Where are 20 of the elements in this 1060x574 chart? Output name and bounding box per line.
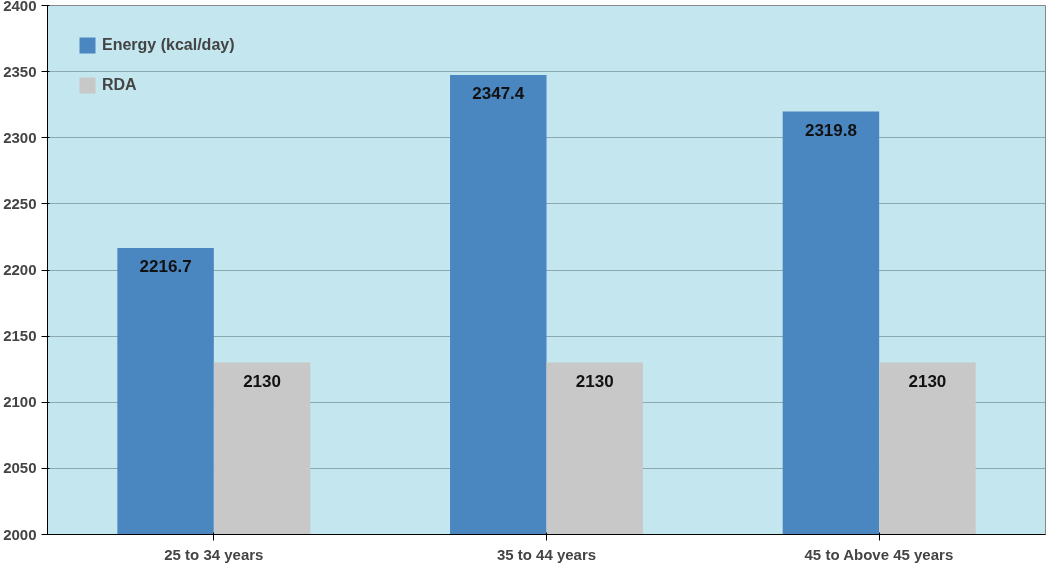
y-tick-label: 2250: [3, 194, 37, 212]
data-label: 2130: [575, 371, 614, 391]
y-tick-label: 2300: [3, 128, 37, 146]
data-label: 2216.7: [139, 256, 192, 276]
legend-label: RDA: [102, 76, 137, 94]
y-tick-label: 2100: [3, 393, 37, 411]
x-tick-label: 45 to Above 45 years: [804, 545, 954, 563]
y-tick-label: 2050: [3, 459, 37, 477]
y-tick-label: 2200: [3, 261, 37, 278]
y-tick-label: 2000: [3, 525, 37, 543]
legend-label: Energy (kcal/day): [102, 36, 235, 54]
y-tick-label: 2350: [3, 62, 37, 80]
x-tick-label: 25 to 34 years: [164, 545, 264, 563]
data-label: 2130: [908, 371, 947, 391]
x-tick-label: 35 to 44 years: [496, 545, 597, 563]
y-tick-label: 2150: [3, 327, 37, 345]
data-label: 2130: [243, 371, 281, 391]
data-label: 2319.8: [804, 120, 857, 140]
data-label: 2347.4: [472, 84, 525, 104]
y-tick-label: 2400: [3, 0, 37, 14]
